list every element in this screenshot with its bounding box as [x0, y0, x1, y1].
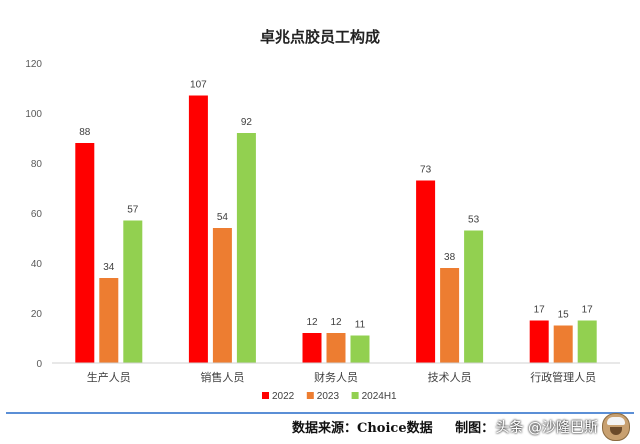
bar-2023 — [99, 278, 119, 363]
bar-value-label: 17 — [534, 305, 546, 316]
bar-2024H1 — [464, 230, 484, 363]
legend-swatch — [351, 392, 359, 399]
bar-value-label: 73 — [420, 165, 432, 176]
bar-value-label: 15 — [558, 310, 570, 321]
category-label: 行政管理人员 — [530, 370, 596, 384]
bar-2023 — [326, 333, 346, 363]
bar-value-label: 88 — [79, 127, 91, 138]
y-tick-label: 60 — [31, 209, 43, 220]
bar-2022 — [75, 143, 95, 363]
bar-value-label: 54 — [217, 212, 229, 223]
bar-value-label: 53 — [468, 215, 480, 226]
bar-2022 — [416, 180, 436, 363]
bar-2024H1 — [350, 335, 370, 363]
y-tick-label: 120 — [25, 59, 42, 70]
maker-text: 制图： — [455, 421, 495, 436]
bar-2024H1 — [577, 320, 597, 363]
bar-value-label: 17 — [582, 305, 594, 316]
watermark: 头条 @沙隆巴斯 — [495, 413, 630, 441]
bar-2024H1 — [236, 133, 256, 363]
category-label: 生产人员 — [87, 370, 131, 384]
footer-divider — [6, 412, 634, 414]
bar-2022 — [529, 320, 549, 363]
y-tick-label: 40 — [31, 259, 43, 270]
y-tick-label: 20 — [31, 309, 43, 320]
bar-value-label: 107 — [190, 80, 207, 91]
legend-label: 2023 — [317, 391, 340, 402]
bar-2023 — [440, 268, 460, 363]
bar-value-label: 57 — [127, 205, 139, 216]
legend-swatch — [262, 392, 269, 399]
bar-value-label: 11 — [355, 320, 366, 331]
watermark-text: 头条 @沙隆巴斯 — [495, 420, 598, 436]
legend: 2022 2023 2024H1 — [262, 391, 397, 402]
avatar — [602, 413, 630, 441]
category-label: 销售人员 — [200, 370, 244, 384]
source-text: 数据来源：Choice数据 — [292, 421, 433, 436]
legend-label: 2024H1 — [362, 391, 397, 402]
bar-value-label: 12 — [330, 317, 342, 328]
bar-value-label: 38 — [444, 252, 456, 263]
source-line: 数据来源：Choice数据 制图： — [292, 417, 512, 436]
chart-title: 卓兆点胶员工构成 — [260, 28, 380, 46]
category-label: 财务人员 — [314, 370, 358, 384]
bar-2024H1 — [123, 220, 143, 363]
footer: 数据来源：Choice数据 制图： 头条 @沙隆巴斯 — [0, 412, 640, 444]
y-tick-label: 80 — [31, 159, 43, 170]
bar-value-label: 12 — [306, 317, 318, 328]
legend-swatch — [306, 392, 314, 399]
category-label: 技术人员 — [428, 371, 472, 384]
legend-label: 2022 — [272, 391, 295, 402]
bar-chart: 卓兆点胶员工构成 0 20 40 60 80 100 120 88 34 57 107 54 92 12… — [25, 28, 620, 402]
bar-value-label: 34 — [103, 262, 115, 273]
y-tick-label: 100 — [25, 109, 42, 120]
bar-2022 — [302, 333, 322, 363]
bar-value-label: 92 — [241, 117, 253, 128]
bar-2023 — [212, 228, 232, 363]
bar-2022 — [188, 95, 208, 363]
bar-2023 — [553, 325, 573, 363]
y-tick-label: 0 — [36, 359, 42, 370]
